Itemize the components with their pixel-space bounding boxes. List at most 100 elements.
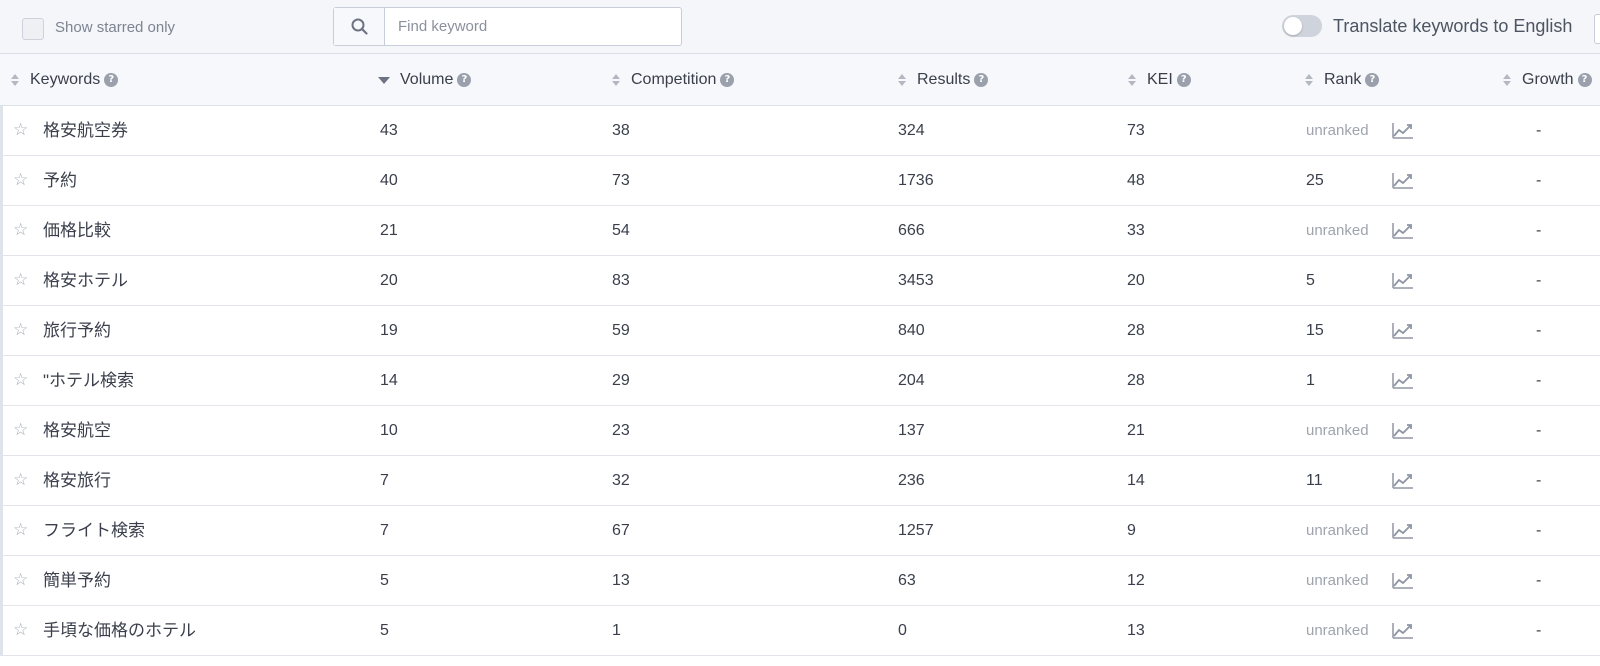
column-header-results[interactable]: Results ? (897, 54, 989, 106)
results-cell: 1257 (898, 522, 934, 539)
help-icon[interactable]: ? (974, 73, 989, 87)
results-cell: 204 (898, 372, 925, 389)
sort-icon (1127, 73, 1137, 87)
table-row[interactable]: ☆ 予約 40 73 1736 48 25 - (0, 156, 1600, 206)
trend-chart-icon[interactable] (1392, 521, 1414, 539)
table-row[interactable]: ☆ 価格比較 21 54 666 33 unranked - (0, 206, 1600, 256)
column-label: Competition (631, 71, 717, 88)
column-header-growth[interactable]: Growth ? (1502, 54, 1592, 106)
rank-cell: 1 (1306, 372, 1315, 389)
star-outline-icon[interactable]: ☆ (13, 620, 29, 640)
trend-chart-icon[interactable] (1392, 321, 1414, 339)
volume-cell: 7 (380, 522, 389, 539)
toggle-knob (1284, 17, 1302, 35)
star-outline-icon[interactable]: ☆ (13, 470, 29, 490)
growth-cell: - (1536, 622, 1542, 639)
kei-cell: 48 (1127, 172, 1145, 189)
column-header-keywords[interactable]: Keywords ? (10, 54, 119, 106)
rank-cell: 5 (1306, 272, 1315, 289)
star-outline-icon[interactable]: ☆ (13, 520, 29, 540)
competition-cell: 59 (612, 322, 630, 339)
help-icon[interactable]: ? (1577, 73, 1592, 87)
keyword-cell: "ホテル検索 (43, 371, 135, 390)
competition-cell: 29 (612, 372, 630, 389)
help-icon[interactable]: ? (720, 73, 735, 87)
rank-cell: unranked (1306, 522, 1369, 539)
column-header-competition[interactable]: Competition ? (611, 54, 735, 106)
star-outline-icon[interactable]: ☆ (13, 170, 29, 190)
translate-toggle[interactable] (1282, 15, 1322, 37)
results-cell: 0 (898, 622, 907, 639)
search-box (333, 7, 682, 46)
help-icon[interactable]: ? (457, 73, 472, 87)
growth-cell: - (1536, 522, 1542, 539)
table-row[interactable]: ☆ "ホテル検索 14 29 204 28 1 - (0, 356, 1600, 406)
column-label: Rank (1324, 71, 1362, 88)
column-header-rank[interactable]: Rank ? (1304, 54, 1380, 106)
trend-chart-icon[interactable] (1392, 621, 1414, 639)
keyword-search-input[interactable] (386, 8, 680, 45)
table-row[interactable]: ☆ 格安ホテル 20 83 3453 20 5 - (0, 256, 1600, 306)
keyword-cell: フライト検索 (43, 521, 145, 540)
table-row[interactable]: ☆ 簡単予約 5 13 63 12 unranked - (0, 556, 1600, 606)
kei-cell: 28 (1127, 372, 1145, 389)
search-icon (351, 18, 368, 35)
trend-chart-icon[interactable] (1392, 371, 1414, 389)
table-row[interactable]: ☆ 格安旅行 7 32 236 14 11 - (0, 456, 1600, 506)
trend-chart-icon[interactable] (1392, 571, 1414, 589)
show-starred-label[interactable]: Show starred only (55, 19, 176, 36)
trend-chart-icon[interactable] (1392, 271, 1414, 289)
table-row[interactable]: ☆ 手頃な価格のホテル 5 1 0 13 unranked - (0, 606, 1600, 656)
star-outline-icon[interactable]: ☆ (13, 420, 29, 440)
growth-cell: - (1536, 172, 1542, 189)
results-cell: 1736 (898, 172, 934, 189)
keyword-cell: 格安航空券 (43, 121, 128, 140)
competition-cell: 38 (612, 122, 630, 139)
results-cell: 236 (898, 472, 925, 489)
keyword-cell: 旅行予約 (43, 321, 111, 340)
trend-chart-icon[interactable] (1392, 471, 1414, 489)
trend-chart-icon[interactable] (1392, 171, 1414, 189)
rank-cell: unranked (1306, 622, 1369, 639)
sort-icon (1304, 73, 1314, 87)
rank-cell: 25 (1306, 172, 1324, 189)
competition-cell: 13 (612, 572, 630, 589)
show-starred-checkbox[interactable] (22, 18, 44, 40)
volume-cell: 43 (380, 122, 398, 139)
trend-chart-icon[interactable] (1392, 221, 1414, 239)
table-header: Keywords ? Volume ? Competition ? Result… (0, 54, 1600, 106)
toolbar-edge-button[interactable] (1594, 14, 1600, 44)
table-row[interactable]: ☆ 旅行予約 19 59 840 28 15 - (0, 306, 1600, 356)
star-outline-icon[interactable]: ☆ (13, 270, 29, 290)
rank-cell: 15 (1306, 322, 1324, 339)
search-button[interactable] (334, 8, 385, 45)
star-outline-icon[interactable]: ☆ (13, 370, 29, 390)
column-label: KEI (1147, 71, 1173, 88)
table-row[interactable]: ☆ 格安航空券 43 38 324 73 unranked - (0, 106, 1600, 156)
toolbar: Show starred only Translate keywords to … (0, 0, 1600, 54)
star-outline-icon[interactable]: ☆ (13, 320, 29, 340)
competition-cell: 67 (612, 522, 630, 539)
results-cell: 324 (898, 122, 925, 139)
star-outline-icon[interactable]: ☆ (13, 570, 29, 590)
star-outline-icon[interactable]: ☆ (13, 220, 29, 240)
column-header-kei[interactable]: KEI ? (1127, 54, 1191, 106)
results-cell: 840 (898, 322, 925, 339)
volume-cell: 40 (380, 172, 398, 189)
table-row[interactable]: ☆ フライト検索 7 67 1257 9 unranked - (0, 506, 1600, 556)
trend-chart-icon[interactable] (1392, 421, 1414, 439)
column-header-volume[interactable]: Volume ? (378, 54, 472, 106)
help-icon[interactable]: ? (104, 73, 119, 87)
table-row[interactable]: ☆ 格安航空 10 23 137 21 unranked - (0, 406, 1600, 456)
results-cell: 63 (898, 572, 916, 589)
rank-cell: unranked (1306, 572, 1369, 589)
kei-cell: 20 (1127, 272, 1145, 289)
trend-chart-icon[interactable] (1392, 121, 1414, 139)
keyword-cell: 格安旅行 (43, 471, 111, 490)
kei-cell: 21 (1127, 422, 1145, 439)
star-outline-icon[interactable]: ☆ (13, 120, 29, 140)
rank-cell: unranked (1306, 122, 1369, 139)
kei-cell: 73 (1127, 122, 1145, 139)
help-icon[interactable]: ? (1176, 73, 1191, 87)
help-icon[interactable]: ? (1365, 73, 1380, 87)
